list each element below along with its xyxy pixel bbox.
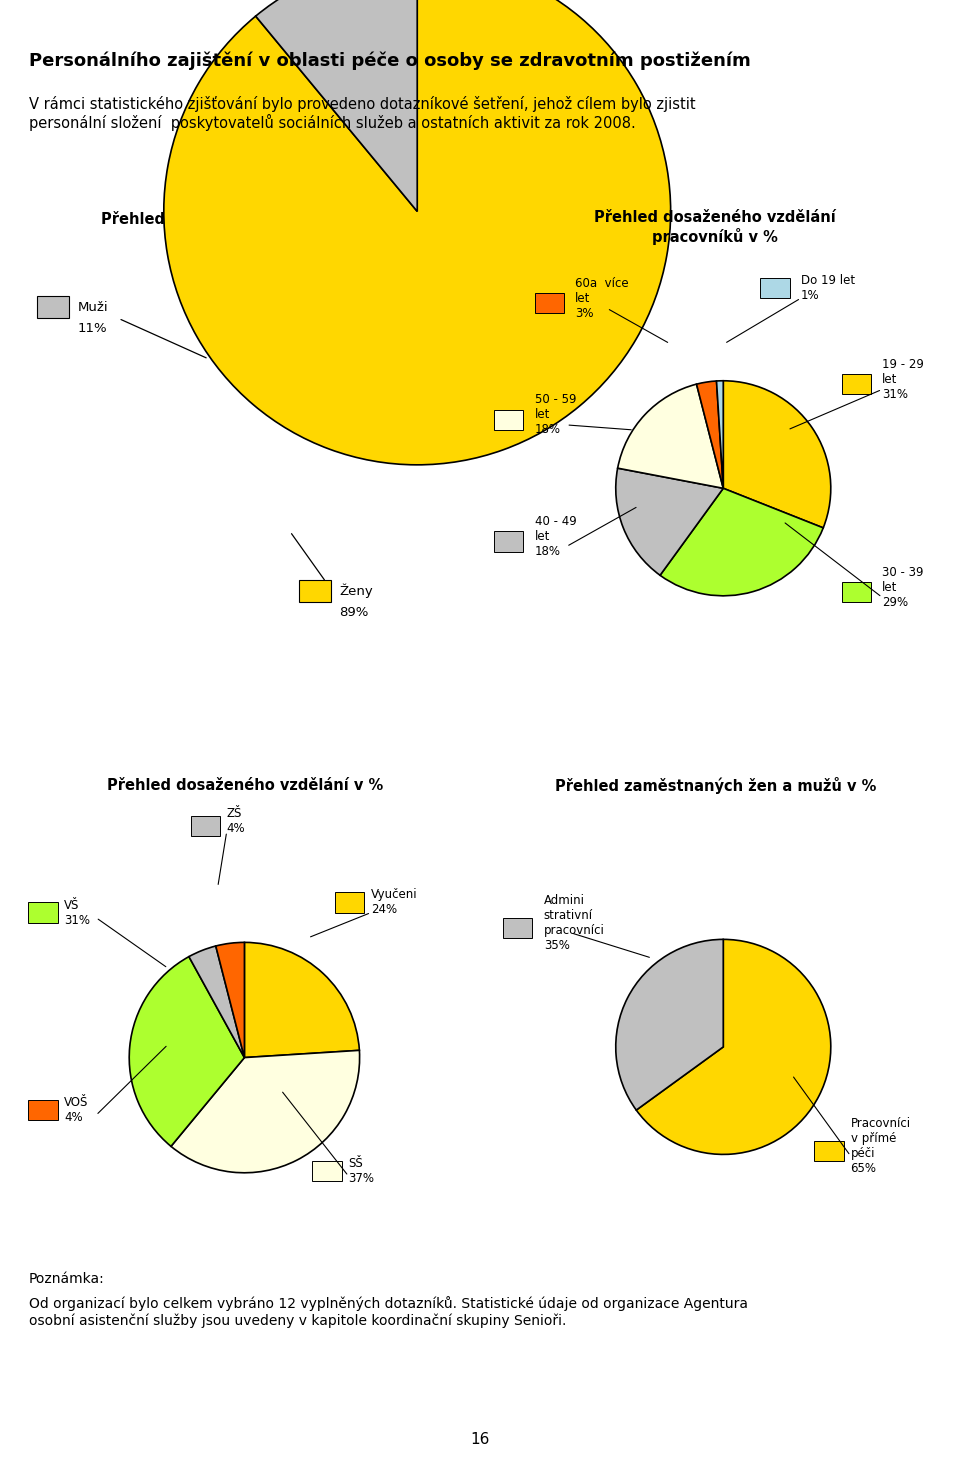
Wedge shape	[255, 0, 418, 212]
Text: V rámci statistického zjišťování bylo provedeno dotazníkové šetření, jehož cílem: V rámci statistického zjišťování bylo pr…	[29, 96, 695, 131]
FancyBboxPatch shape	[503, 917, 533, 938]
Text: SŠ
37%: SŠ 37%	[348, 1157, 374, 1185]
Text: Ženy: Ženy	[340, 584, 373, 598]
Text: 16: 16	[470, 1432, 490, 1446]
Text: Přehled zaměstnaných žen a mužů v %: Přehled zaměstnaných žen a mužů v %	[555, 778, 876, 794]
FancyBboxPatch shape	[191, 816, 220, 836]
FancyBboxPatch shape	[814, 1141, 844, 1161]
FancyBboxPatch shape	[28, 903, 58, 923]
Text: Přehled dosaženého vzdělání v %: Přehled dosaženého vzdělání v %	[107, 778, 383, 794]
Wedge shape	[216, 942, 245, 1057]
FancyBboxPatch shape	[760, 278, 790, 298]
Wedge shape	[660, 488, 824, 595]
Text: Přehled dosaženého vzdělání
pracovníků v %: Přehled dosaženého vzdělání pracovníků v…	[594, 210, 836, 244]
Text: Přehled zaměstnaných žen a mužů
v %: Přehled zaměstnaných žen a mužů v %	[102, 210, 388, 244]
FancyBboxPatch shape	[335, 892, 365, 913]
FancyBboxPatch shape	[494, 532, 523, 551]
Text: Od organizací bylo celkem vybráno 12 vyplněných dotazníků. Statistické údaje od : Od organizací bylo celkem vybráno 12 vyp…	[29, 1297, 748, 1329]
FancyBboxPatch shape	[299, 579, 330, 603]
Text: 30 - 39
let
29%: 30 - 39 let 29%	[882, 566, 924, 609]
Text: Vyučeni
24%: Vyučeni 24%	[372, 888, 418, 916]
Text: 19 - 29
let
31%: 19 - 29 let 31%	[882, 357, 924, 401]
Text: Poznámka:: Poznámka:	[29, 1272, 105, 1286]
Wedge shape	[636, 939, 830, 1154]
Wedge shape	[723, 381, 830, 528]
Wedge shape	[615, 939, 723, 1110]
FancyBboxPatch shape	[28, 1100, 58, 1120]
Text: Pracovníci
v přímé
péči
65%: Pracovníci v přímé péči 65%	[851, 1117, 911, 1175]
Text: Muži: Muži	[78, 301, 108, 313]
Text: VOŠ
4%: VOŠ 4%	[64, 1097, 88, 1125]
Text: 50 - 59
let
18%: 50 - 59 let 18%	[535, 394, 576, 437]
FancyBboxPatch shape	[842, 582, 871, 603]
Wedge shape	[697, 381, 723, 488]
Text: ZŠ
4%: ZŠ 4%	[227, 807, 246, 835]
Wedge shape	[716, 381, 723, 488]
Text: 89%: 89%	[340, 606, 369, 619]
FancyBboxPatch shape	[37, 295, 69, 319]
FancyBboxPatch shape	[494, 410, 523, 429]
Wedge shape	[130, 957, 245, 1147]
Text: Admini
strativní
pracovníci
35%: Admini strativní pracovníci 35%	[543, 894, 605, 951]
Wedge shape	[245, 942, 359, 1057]
Text: VŠ
31%: VŠ 31%	[64, 898, 90, 926]
FancyBboxPatch shape	[535, 293, 564, 313]
Text: 40 - 49
let
18%: 40 - 49 let 18%	[535, 514, 576, 559]
Wedge shape	[164, 0, 671, 465]
Text: Personálního zajištění v oblasti péče o osoby se zdravotním postižením: Personálního zajištění v oblasti péče o …	[29, 51, 751, 71]
Wedge shape	[171, 1051, 360, 1173]
Text: Do 19 let
1%: Do 19 let 1%	[801, 273, 855, 301]
Wedge shape	[615, 467, 723, 575]
Text: 60a  více
let
3%: 60a více let 3%	[575, 276, 629, 319]
Wedge shape	[617, 384, 723, 488]
FancyBboxPatch shape	[313, 1161, 342, 1182]
FancyBboxPatch shape	[842, 375, 871, 394]
Wedge shape	[189, 947, 245, 1057]
Text: 11%: 11%	[78, 322, 108, 335]
